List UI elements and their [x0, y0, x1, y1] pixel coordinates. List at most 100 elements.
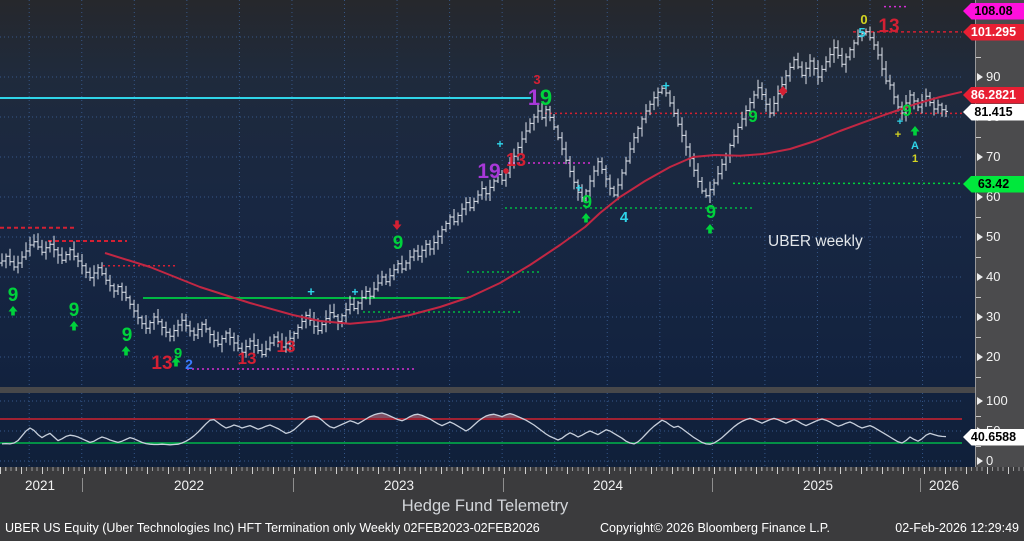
time-axis[interactable]: 2021 2022 2023 2024 2025 2026 Hedge Fund Tele…	[0, 467, 1024, 541]
td-count-annotation: +	[575, 181, 582, 195]
td-count-annotation: 9	[8, 285, 19, 306]
td-count-annotation: 9	[122, 325, 133, 346]
td-count-annotation: 1	[912, 153, 918, 165]
price-label-pill: 86.2821	[963, 86, 1024, 104]
tick-arrow-icon	[977, 272, 983, 281]
oversold-fill	[2, 443, 946, 445]
tick-arrow-icon	[977, 396, 983, 405]
minor-tick	[976, 257, 981, 258]
td-count-annotation: 9	[748, 107, 757, 126]
down-arrow-icon	[392, 220, 402, 230]
price-label-pill: 63.42	[963, 175, 1024, 193]
minor-tick	[976, 137, 981, 138]
td-count-annotation: 19	[477, 160, 500, 183]
td-count-annotation: A	[911, 140, 919, 152]
up-arrow-icon	[8, 306, 18, 316]
td-count-annotation: 13	[151, 353, 172, 374]
td-count-annotation: 3	[533, 72, 540, 87]
year-separator	[293, 478, 294, 492]
td-count-annotation: 9	[540, 85, 552, 110]
tick-arrow-icon	[977, 72, 983, 81]
td-count-annotation: 13	[238, 349, 257, 368]
minor-tick	[976, 297, 981, 298]
time-axis-ticks[interactable]	[0, 467, 1024, 475]
dot-icon	[503, 168, 509, 174]
year-label: 2023	[383, 478, 415, 493]
minor-tick	[976, 337, 981, 338]
td-count-annotation: 9	[174, 345, 182, 362]
year-label: 2025	[802, 478, 834, 493]
price-label-pill: 81.415	[963, 103, 1024, 121]
axis-tick-label: 60	[977, 189, 1000, 204]
tick-arrow-icon	[977, 352, 983, 361]
td-count-annotation: 2	[185, 356, 193, 372]
price-label-pill: 40.6588	[963, 428, 1024, 446]
copyright-text: Copyright© 2026 Bloomberg Finance L.P.	[600, 521, 830, 535]
price-label-pill: 101.295	[963, 23, 1024, 41]
year-label: 2024	[592, 478, 624, 493]
minor-tick	[976, 217, 981, 218]
td-count-annotation: 9	[69, 300, 80, 321]
td-count-annotation: 9	[902, 101, 911, 120]
chart-series-label: UBER weekly	[768, 233, 863, 250]
td-count-annotation: 13	[506, 150, 526, 170]
price-ohlc-bars	[0, 26, 948, 358]
td-count-annotation: +	[351, 285, 358, 299]
td-count-annotation: 0	[860, 12, 867, 27]
price-label-pill: 108.08	[963, 2, 1024, 20]
year-separator	[503, 478, 504, 492]
year-label: 2022	[173, 478, 205, 493]
axis-tick-label: 20	[977, 349, 1000, 364]
oscillator-line	[1, 412, 947, 446]
tick-arrow-icon	[977, 192, 983, 201]
timestamp-text: 02-Feb-2026 12:29:49	[895, 521, 1019, 535]
year-label: 2026	[928, 478, 960, 493]
year-separator	[712, 478, 713, 492]
td-count-annotation: 9	[706, 202, 716, 222]
up-arrow-icon	[705, 224, 715, 234]
td-count-annotation: 13	[277, 337, 296, 356]
td-count-annotation: 13	[878, 16, 899, 37]
up-arrow-icon	[581, 213, 591, 223]
td-count-annotation: 9	[393, 233, 404, 254]
chart-plot-area[interactable]: 9 9 9 13 9 2 13 13 + +9 19 13 +1 9 3 +9 4 +9 9 0 5 13 9 + + A 1 UBE…	[0, 0, 975, 467]
axis-tick-label: 30	[977, 309, 1000, 324]
axis-tick-label: 70	[977, 149, 1000, 164]
watermark-text: Hedge Fund Telemetry	[401, 497, 569, 515]
axis-tick-label: 0	[977, 453, 993, 468]
axis-tick-label: 90	[977, 69, 1000, 84]
overbought-fill	[2, 413, 946, 419]
td-count-annotation: 1	[528, 85, 540, 110]
td-count-annotation: +	[895, 129, 901, 141]
tick-arrow-icon	[977, 232, 983, 241]
security-description: UBER US Equity (Uber Technologies Inc) H…	[5, 521, 540, 535]
up-arrow-icon	[910, 126, 920, 136]
price-axis[interactable]: 9080706050403020100500	[975, 0, 1024, 468]
minor-tick	[976, 446, 981, 447]
year-separator	[920, 478, 921, 492]
up-arrow-icon	[69, 321, 79, 331]
oscillator-panel[interactable]	[0, 393, 975, 467]
axis-tick-label: 50	[977, 229, 1000, 244]
axis-tick-label: 40	[977, 269, 1000, 284]
minor-tick	[976, 57, 981, 58]
year-label: 2021	[24, 478, 56, 493]
minor-tick	[976, 416, 981, 417]
td-count-annotation: 5	[858, 25, 865, 40]
axis-tick-label: 100	[977, 393, 1008, 408]
td-count-annotation: 9	[582, 192, 592, 212]
td-count-annotation: +	[897, 116, 903, 128]
tick-arrow-icon	[977, 456, 983, 465]
td-count-annotation: +	[496, 137, 503, 151]
moving-average-line	[104, 90, 963, 325]
tick-arrow-icon	[977, 312, 983, 321]
td-count-annotation: 4	[620, 209, 629, 226]
minor-tick	[976, 377, 981, 378]
tick-arrow-icon	[977, 152, 983, 161]
panel-divider[interactable]	[0, 387, 975, 393]
td-count-annotation: +	[307, 284, 315, 299]
year-separator	[82, 478, 83, 492]
diamond-icon	[778, 86, 788, 96]
